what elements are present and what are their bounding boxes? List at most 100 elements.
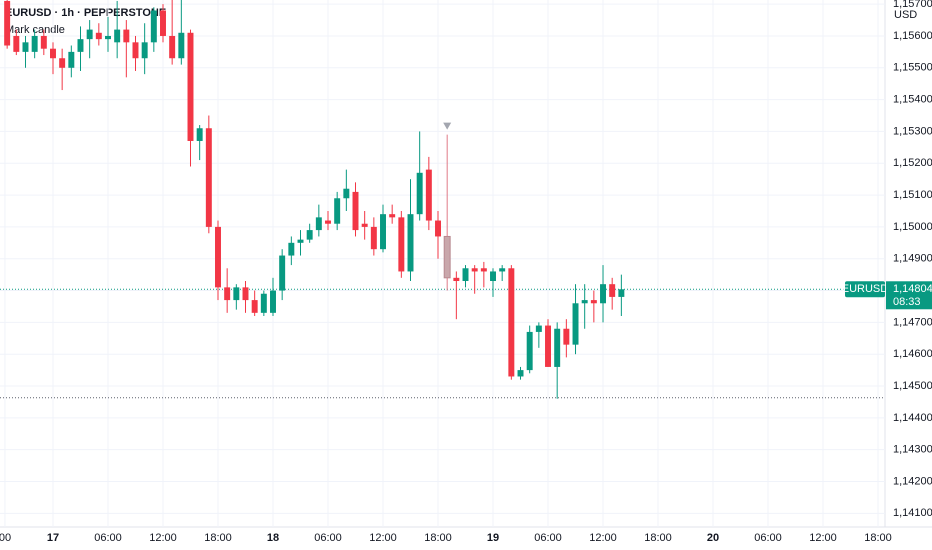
mark-arrow [443, 122, 452, 130]
x-tick-label: 18:00 [864, 532, 892, 544]
candle-body [95, 32, 102, 40]
y-tick-label: 1,15400 [893, 94, 932, 106]
candle-body [526, 331, 533, 371]
candle-body [224, 287, 231, 301]
candle-body [462, 268, 469, 282]
symbol-tag-label: EURUSD [842, 283, 889, 295]
candle-body [380, 214, 386, 250]
x-tick-label: 12:00 [369, 532, 397, 544]
candle-body [554, 328, 561, 367]
symbol-tag [845, 281, 885, 298]
countdown-label: 08:33 [893, 296, 921, 308]
candle-body [279, 255, 286, 291]
price-tag [886, 281, 932, 310]
candle-body [306, 230, 313, 240]
x-tick-label: 17 [47, 532, 59, 544]
x-tick-label: 06:00 [754, 532, 782, 544]
candle-body [435, 220, 441, 237]
candle-body [453, 277, 460, 282]
y-tick-label: 1,14300 [893, 444, 932, 456]
candle-body [618, 289, 625, 297]
candle-body [233, 287, 240, 301]
candle-body [425, 169, 432, 221]
candle-body [545, 325, 551, 367]
candle-body [600, 284, 606, 304]
y-tick-label: 1,14600 [893, 348, 932, 360]
candle-body [196, 128, 203, 141]
y-tick-label: 1,15100 [893, 189, 932, 201]
x-tick-label: 18 [267, 532, 279, 544]
x-tick-label: 00 [0, 532, 11, 544]
x-tick-label: 06:00 [534, 532, 562, 544]
y-tick-label: 1,14700 [893, 316, 932, 328]
y-tick-label: 1,15700 [893, 0, 932, 10]
candle-body [343, 188, 350, 199]
candle-body [480, 268, 487, 272]
candle-body [389, 214, 396, 218]
y-tick-label: 1,14100 [893, 507, 932, 519]
x-tick-label: 18:00 [644, 532, 672, 544]
currency-label: USD [894, 9, 917, 21]
chart-title: EURUSD · 1h · PEPPERSTONE [5, 7, 166, 19]
candle-body [205, 128, 212, 227]
candle-body [50, 48, 56, 59]
candle-body [150, 10, 157, 43]
candle-body [13, 35, 20, 52]
candle-body [398, 217, 405, 272]
candle-body [260, 293, 267, 313]
candle-body [4, 0, 11, 46]
candle-body [141, 42, 148, 59]
y-tick-label: 1,15200 [893, 157, 932, 169]
candle-body [407, 214, 414, 272]
candle-body [315, 217, 322, 231]
candle-body [535, 325, 542, 332]
x-tick-label: 06:00 [314, 532, 342, 544]
x-tick-label: 06:00 [94, 532, 122, 544]
candle-body [334, 198, 341, 224]
y-tick-label: 1,15500 [893, 62, 932, 74]
candle-body [517, 370, 524, 377]
candle-body [443, 235, 451, 279]
candle-body [86, 29, 93, 40]
y-tick-label: 1,15600 [893, 30, 932, 42]
candle-body [123, 29, 130, 43]
candle-body [251, 300, 258, 313]
x-tick-label: 12:00 [149, 532, 177, 544]
y-tick-label: 1,15300 [893, 125, 932, 137]
candle-body [31, 35, 38, 52]
x-tick-label: 18:00 [204, 532, 232, 544]
candle-body [242, 287, 249, 301]
price-tag-label: 1,14804 [893, 283, 932, 295]
x-tick-label: 20 [707, 532, 719, 544]
candle-body [361, 223, 368, 227]
candle-body [590, 300, 597, 304]
candle-body [508, 268, 515, 377]
candle-body [416, 172, 423, 215]
candle-body [471, 268, 478, 272]
x-tick-label: 18:00 [424, 532, 452, 544]
candle-body [270, 290, 276, 313]
x-tick-label: 12:00 [809, 532, 837, 544]
candle-body [114, 29, 121, 43]
candle-body [499, 268, 506, 272]
candle-body [490, 271, 496, 282]
y-tick-label: 1,14400 [893, 412, 932, 424]
candle-body [370, 226, 377, 250]
candle-body [132, 42, 139, 59]
y-tick-label: 1,15000 [893, 221, 932, 233]
candle-body [59, 58, 66, 68]
candle-body [105, 35, 111, 40]
x-tick-label: 19 [487, 532, 499, 544]
x-tick-label: 12:00 [589, 532, 617, 544]
candle-body [572, 303, 579, 345]
candle-body [297, 239, 304, 243]
candle-body [325, 220, 331, 224]
candle-body [215, 226, 221, 288]
plot [0, 0, 885, 399]
candle-body [609, 284, 616, 297]
candle-body [22, 42, 29, 52]
candle-body [169, 35, 176, 59]
y-tick-label: 1,14500 [893, 380, 932, 392]
candle-body [68, 51, 75, 68]
